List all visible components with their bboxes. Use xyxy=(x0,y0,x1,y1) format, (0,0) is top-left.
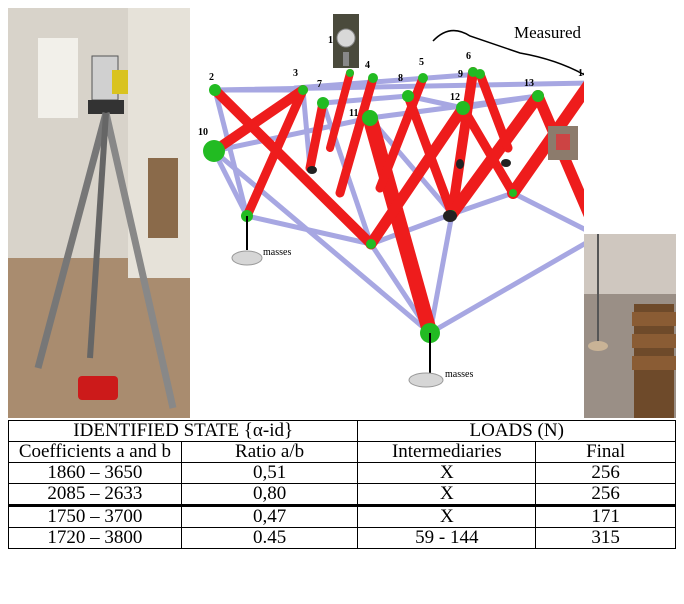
photo-inset-target xyxy=(548,126,578,160)
struts xyxy=(209,67,584,341)
node-1 xyxy=(346,69,354,77)
cell-intermediaries: 59 - 144 xyxy=(357,527,537,549)
masses-label-left: masses xyxy=(263,247,291,258)
node-10 xyxy=(203,140,225,162)
measured-nodes-label: Measured nodes xyxy=(514,23,584,42)
cell-coefficients: 1860 – 3650 xyxy=(8,462,182,484)
photo-total-station xyxy=(8,8,190,418)
table-row: 1720 – 3800 0.45 59 - 144 315 xyxy=(8,527,676,549)
node-7 xyxy=(317,97,329,109)
cell-ratio: 0,80 xyxy=(180,483,359,506)
node-12 xyxy=(456,101,470,115)
intermediaries-header: Intermediaries xyxy=(357,441,537,463)
svg-text:1: 1 xyxy=(328,35,333,46)
svg-text:2: 2 xyxy=(209,72,214,83)
svg-text:11: 11 xyxy=(349,108,358,119)
svg-text:7: 7 xyxy=(317,79,322,90)
cell-final: 256 xyxy=(535,462,676,484)
svg-text:3: 3 xyxy=(293,68,298,79)
node-2 xyxy=(209,84,221,96)
tensegrity-diagram: Measured nodes masses masses 1 2 3 4 5 6… xyxy=(198,23,584,388)
cell-ratio: 0.45 xyxy=(180,527,359,549)
svg-text:10: 10 xyxy=(198,127,208,138)
cell-final: 256 xyxy=(535,483,676,506)
photo-inset-reflector xyxy=(333,14,359,68)
coefficients-header: Coefficients a and b xyxy=(8,441,182,463)
table-header-row-2: Coefficients a and b Ratio a/b Intermedi… xyxy=(8,441,676,463)
node-3 xyxy=(298,85,308,95)
node-labels: 1 2 3 4 5 6 7 8 9 10 11 12 13 14 15 xyxy=(198,35,584,138)
loads-header: LOADS (N) xyxy=(357,420,676,442)
node-13 xyxy=(532,90,544,102)
cell-coefficients: 1720 – 3800 xyxy=(8,527,182,549)
svg-text:14: 14 xyxy=(578,68,584,79)
table-row: 1750 – 3700 0,47 X 171 xyxy=(8,504,676,528)
measured-nodes-bracket xyxy=(432,29,584,76)
photo-hanging-masses xyxy=(584,234,676,418)
svg-text:9: 9 xyxy=(458,69,463,80)
cell-coefficients: 2085 – 2633 xyxy=(8,483,182,506)
final-header: Final xyxy=(535,441,676,463)
node-9 xyxy=(475,69,485,79)
cell-ratio: 0,47 xyxy=(180,504,359,528)
svg-text:6: 6 xyxy=(466,51,471,62)
cell-intermediaries: X xyxy=(357,504,537,528)
masses-label-bottom: masses xyxy=(445,369,473,380)
cell-coefficients: 1750 – 3700 xyxy=(8,504,182,528)
cell-ratio: 0,51 xyxy=(180,462,359,484)
svg-text:8: 8 xyxy=(398,73,403,84)
cell-intermediaries: X xyxy=(357,462,537,484)
ratio-header: Ratio a/b xyxy=(180,441,359,463)
cell-intermediaries: X xyxy=(357,483,537,506)
node-8 xyxy=(402,90,414,102)
mass-weights xyxy=(231,159,511,388)
svg-text:12: 12 xyxy=(450,92,460,103)
node-4 xyxy=(368,73,378,83)
svg-text:13: 13 xyxy=(524,78,534,89)
table-row: 1860 – 3650 0,51 X 256 xyxy=(8,462,676,484)
cell-final: 315 xyxy=(535,527,676,549)
node-11 xyxy=(362,110,378,126)
identified-state-header: IDENTIFIED STATE {α-id} xyxy=(7,420,359,442)
node-5 xyxy=(418,73,428,83)
table-row: 2085 – 2633 0,80 X 256 xyxy=(8,483,676,506)
cell-final: 171 xyxy=(535,504,676,528)
loads-table: IDENTIFIED STATE {α-id} LOADS (N) Coeffi… xyxy=(7,420,676,549)
table-header-row-1: IDENTIFIED STATE {α-id} LOADS (N) xyxy=(7,420,676,442)
svg-text:4: 4 xyxy=(365,60,370,71)
svg-text:5: 5 xyxy=(419,57,424,68)
